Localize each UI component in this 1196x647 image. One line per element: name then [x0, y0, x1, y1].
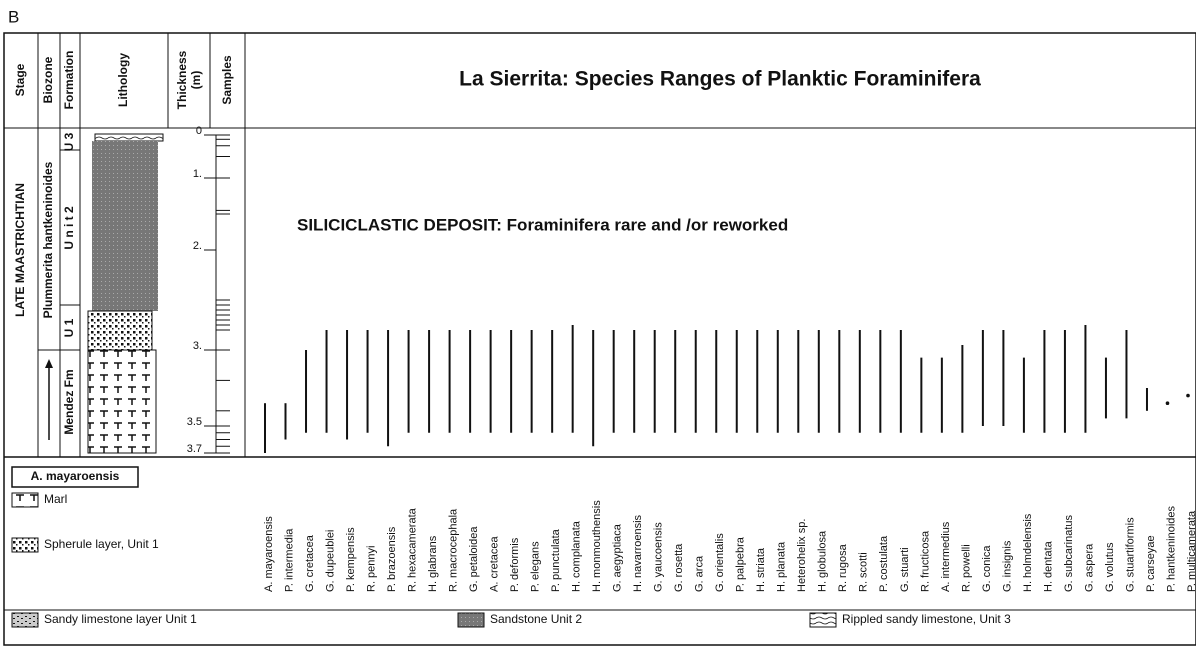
species-name: G. yaucoensis — [653, 522, 665, 592]
species-name: R. scotti — [858, 552, 870, 592]
species-name: R. powelli — [960, 544, 972, 592]
legend-swatch — [11, 537, 39, 553]
column-header: Biozone — [41, 56, 55, 103]
species-name: R. rugosa — [837, 543, 849, 592]
title: La Sierrita: Species Ranges of Planktic … — [459, 68, 981, 91]
thickness-label: 2. — [193, 240, 202, 252]
species-name: H. striata — [755, 547, 767, 592]
legend-swatch — [457, 612, 485, 628]
thickness-label: 0 — [196, 125, 202, 137]
species-name: G. insignis — [1001, 540, 1013, 592]
species-name: G. rosetta — [673, 543, 685, 592]
thickness-label: 1. — [193, 168, 202, 180]
species-name: P. elegans — [530, 541, 542, 592]
species-name: H. dentata — [1042, 540, 1054, 592]
species-name: G. petaloidea — [468, 526, 480, 592]
formation-label: U n i t 2 — [62, 206, 76, 250]
species-name: G. stuarti — [899, 547, 911, 592]
species-name: Heterohelix sp. — [796, 519, 808, 592]
species-name: A. mayaroensis — [263, 516, 275, 592]
species-name: H. glabrans — [427, 535, 439, 592]
species-name: G. orientalis — [714, 533, 726, 592]
zone-marker: A. mayaroensis — [31, 469, 120, 483]
thickness-label: 3.7 — [187, 443, 202, 455]
species-name: G. dupeublei — [324, 530, 336, 592]
formation-label: U 3 — [62, 132, 76, 151]
legend-label: Marl — [44, 492, 67, 506]
thickness-label: 3.5 — [187, 416, 202, 428]
species-name: P. carseyae — [1145, 535, 1157, 592]
column-header: Lithology — [116, 53, 130, 107]
species-name: P. kempensis — [345, 527, 357, 592]
biozone-label: Plummerita hantkeninoides — [41, 161, 55, 318]
column-header: (m) — [189, 71, 203, 90]
legend-swatch — [11, 492, 39, 508]
species-name: G. subcarinatus — [1063, 514, 1075, 592]
species-name: H. globulosa — [817, 530, 829, 592]
lithology — [87, 133, 164, 454]
column-header: Thickness — [175, 50, 189, 109]
species-name: P. brazoensis — [386, 526, 398, 592]
arrow-head — [45, 359, 53, 368]
species-name: P. costulata — [878, 535, 890, 592]
species-name: H. navarroensis — [632, 514, 644, 592]
species-name: G. aspera — [1083, 543, 1095, 592]
species-name: H. holmdelensis — [1022, 513, 1034, 592]
annotation: SILICICLASTIC DEPOSIT: Foraminifera rare… — [297, 215, 788, 234]
species-name: A. intermedius — [940, 521, 952, 592]
species-name: P. hantkeninoides — [1165, 505, 1177, 592]
species-name: G. arca — [694, 555, 706, 592]
thickness-label: 3. — [193, 340, 202, 352]
species-name: G. stuartiformis — [1124, 517, 1136, 592]
zone-box — [11, 466, 139, 488]
species-name: H. planata — [776, 541, 788, 592]
species-name: R. pennyi — [365, 546, 377, 592]
column-header: Stage — [13, 63, 27, 96]
species-name: R. macrocephala — [448, 508, 460, 592]
column-header: Samples — [220, 55, 234, 105]
species-name: R. hexacamerata — [406, 507, 418, 592]
column-header: Formation — [62, 51, 76, 110]
legend-swatch — [11, 612, 39, 628]
panel-label: B — [8, 7, 19, 26]
species-name: P. intermedia — [283, 528, 295, 592]
frame — [3, 32, 1196, 646]
species-name: P. punctulata — [550, 528, 562, 592]
stage-label: LATE MAASTRICHTIAN — [13, 183, 27, 317]
legend-label: Spherule layer, Unit 1 — [44, 537, 159, 551]
species-name: H. monmouthensis — [591, 500, 603, 592]
species-name: G. conica — [981, 545, 993, 592]
legend-label: Rippled sandy limestone, Unit 3 — [842, 612, 1011, 626]
formation-label: U 1 — [62, 318, 76, 337]
legend-label: Sandy limestone layer Unit 1 — [44, 612, 197, 626]
species-name: G. aegyptiaca — [612, 523, 624, 592]
species-name: G. volutus — [1104, 542, 1116, 592]
species-name: P. palpebra — [735, 536, 747, 592]
species-name: A. cretacea — [489, 535, 501, 592]
legend-label: Sandstone Unit 2 — [490, 612, 582, 626]
range-point — [1186, 393, 1190, 398]
formation-label: Mendez Fm — [62, 369, 76, 434]
species-name: P. deformis — [509, 537, 521, 592]
range-point — [1165, 401, 1170, 406]
species-name: R. fructicosa — [919, 530, 931, 592]
legend-swatch — [809, 612, 837, 628]
species-name: G. cretacea — [304, 534, 316, 592]
species-name: P. multicamerata — [1186, 510, 1196, 592]
species-name: H. complanata — [571, 520, 583, 592]
